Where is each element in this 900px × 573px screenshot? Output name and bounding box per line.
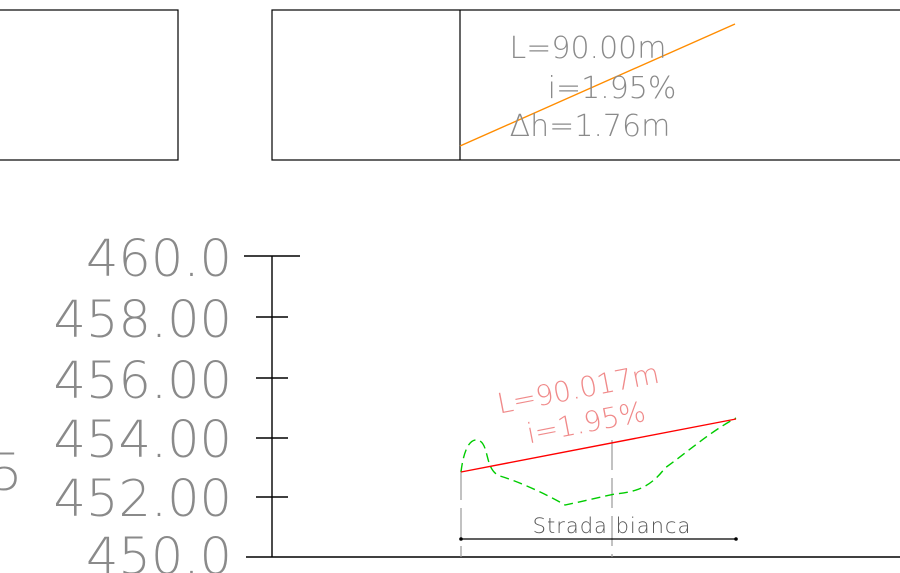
top-length-label: L=90.00m — [510, 31, 667, 66]
tick-label-450: 450.0 — [86, 528, 232, 573]
left-box — [0, 9, 179, 161]
top-height-label: Δh=1.76m — [510, 109, 671, 144]
right-box — [271, 9, 900, 161]
design-grade-line — [460, 418, 737, 473]
tick-label-456: 456.00 — [54, 352, 232, 411]
top-grade-line — [459, 23, 736, 147]
cut-off-label: 5 — [0, 444, 22, 503]
road-label: Strada bianca — [533, 514, 692, 538]
road-dimension-start-mark — [459, 537, 463, 541]
tick-label-458: 458.00 — [54, 291, 232, 350]
tick-label-452: 452.00 — [54, 470, 232, 529]
terrain-profile — [460, 417, 737, 506]
top-slope-label: i=1.95% — [548, 71, 677, 106]
tick-label-460: 460.0 — [86, 230, 232, 289]
tick-label-454: 454.00 — [54, 411, 232, 470]
road-dimension-end-mark — [734, 537, 738, 541]
